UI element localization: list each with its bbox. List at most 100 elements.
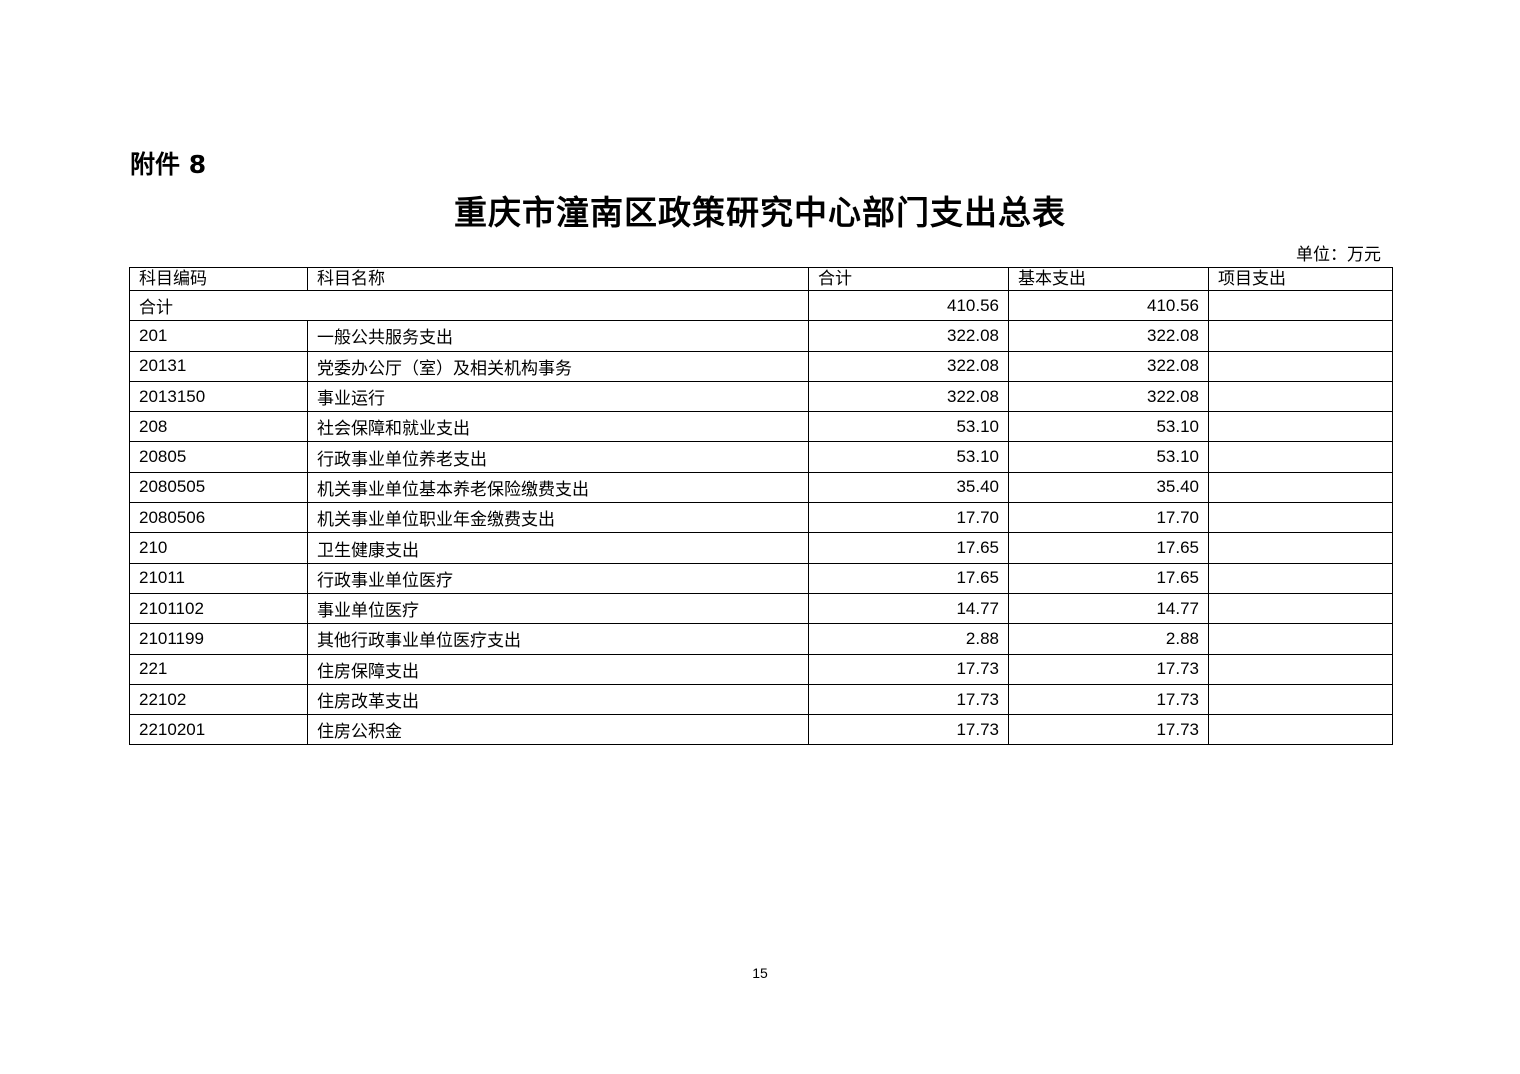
table-row: 221 住房保障支出 17.73 17.73	[129, 653, 1393, 685]
header-basic: 基本支出	[1008, 267, 1209, 291]
cell-total: 53.10	[808, 411, 1009, 443]
cell-total: 322.08	[808, 380, 1009, 413]
cell-total: 17.70	[808, 502, 1009, 534]
cell-basic: 17.73	[1008, 653, 1209, 685]
table-row: 2101199 其他行政事业单位医疗支出 2.88 2.88	[129, 623, 1393, 655]
cell-name: 社会保障和就业支出	[307, 411, 809, 443]
cell-total: 53.10	[808, 441, 1009, 473]
cell-code: 2080505	[129, 471, 308, 504]
cell-code: 201	[129, 320, 308, 352]
cell-project	[1208, 411, 1393, 443]
cell-code: 2101199	[129, 623, 308, 655]
cell-code: 2210201	[129, 714, 308, 746]
cell-basic: 17.65	[1008, 532, 1209, 564]
total-label: 合计	[129, 289, 809, 322]
cell-project	[1208, 623, 1393, 655]
total-basic: 410.56	[1008, 289, 1209, 322]
cell-code: 20805	[129, 441, 308, 473]
cell-name: 机关事业单位基本养老保险缴费支出	[307, 471, 809, 504]
table-row: 2080505 机关事业单位基本养老保险缴费支出 35.40 35.40	[129, 471, 1393, 504]
cell-basic: 17.65	[1008, 562, 1209, 594]
cell-total: 322.08	[808, 320, 1009, 352]
table-row: 22102 住房改革支出 17.73 17.73	[129, 683, 1393, 716]
header-project: 项目支出	[1208, 267, 1393, 291]
cell-code: 2101102	[129, 592, 308, 625]
header-name: 科目名称	[307, 267, 809, 291]
cell-project	[1208, 683, 1393, 716]
cell-code: 2080506	[129, 502, 308, 534]
cell-name: 行政事业单位养老支出	[307, 441, 809, 473]
header-total: 合计	[808, 267, 1009, 291]
cell-code: 21011	[129, 562, 308, 594]
cell-name: 事业运行	[307, 380, 809, 413]
table-row: 20805 行政事业单位养老支出 53.10 53.10	[129, 441, 1393, 473]
expenditure-table: 科目编码 科目名称 合计 基本支出 项目支出 合计 410.56 410.56 …	[129, 267, 1393, 746]
cell-total: 17.65	[808, 562, 1009, 594]
cell-project	[1208, 441, 1393, 473]
page-title: 重庆市潼南区政策研究中心部门支出总表	[454, 193, 1066, 232]
cell-project	[1208, 562, 1393, 594]
cell-basic: 17.70	[1008, 502, 1209, 534]
cell-basic: 35.40	[1008, 471, 1209, 504]
cell-total: 17.73	[808, 653, 1009, 685]
cell-project	[1208, 502, 1393, 534]
cell-name: 卫生健康支出	[307, 532, 809, 564]
cell-basic: 2.88	[1008, 623, 1209, 655]
cell-code: 208	[129, 411, 308, 443]
table-row: 201 一般公共服务支出 322.08 322.08	[129, 320, 1393, 352]
cell-total: 17.73	[808, 683, 1009, 716]
cell-basic: 17.73	[1008, 683, 1209, 716]
cell-basic: 53.10	[1008, 411, 1209, 443]
cell-basic: 53.10	[1008, 441, 1209, 473]
cell-basic: 322.08	[1008, 320, 1209, 352]
cell-name: 住房改革支出	[307, 683, 809, 716]
cell-project	[1208, 320, 1393, 352]
cell-name: 其他行政事业单位医疗支出	[307, 623, 809, 655]
table-row: 2101102 事业单位医疗 14.77 14.77	[129, 592, 1393, 625]
cell-total: 322.08	[808, 350, 1009, 382]
cell-basic: 322.08	[1008, 350, 1209, 382]
cell-name: 住房保障支出	[307, 653, 809, 685]
table-row: 2080506 机关事业单位职业年金缴费支出 17.70 17.70	[129, 502, 1393, 534]
cell-name: 行政事业单位医疗	[307, 562, 809, 594]
cell-total: 17.73	[808, 714, 1009, 746]
cell-basic: 17.73	[1008, 714, 1209, 746]
table-row: 2013150 事业运行 322.08 322.08	[129, 380, 1393, 413]
cell-name: 一般公共服务支出	[307, 320, 809, 352]
cell-code: 20131	[129, 350, 308, 382]
table-row: 2210201 住房公积金 17.73 17.73	[129, 714, 1393, 746]
cell-project	[1208, 471, 1393, 504]
cell-total: 14.77	[808, 592, 1009, 625]
cell-name: 党委办公厅（室）及相关机构事务	[307, 350, 809, 382]
table-row: 20131 党委办公厅（室）及相关机构事务 322.08 322.08	[129, 350, 1393, 382]
cell-project	[1208, 532, 1393, 564]
cell-code: 2013150	[129, 380, 308, 413]
cell-project	[1208, 653, 1393, 685]
table-row: 210 卫生健康支出 17.65 17.65	[129, 532, 1393, 564]
table-header-row: 科目编码 科目名称 合计 基本支出 项目支出	[129, 267, 1393, 291]
cell-name: 事业单位医疗	[307, 592, 809, 625]
cell-total: 17.65	[808, 532, 1009, 564]
cell-code: 22102	[129, 683, 308, 716]
header-code: 科目编码	[129, 267, 308, 291]
cell-project	[1208, 592, 1393, 625]
cell-total: 35.40	[808, 471, 1009, 504]
total-row: 合计 410.56 410.56	[129, 289, 1393, 322]
page-number: 15	[752, 965, 768, 981]
unit-label: 单位：万元	[1296, 245, 1381, 265]
cell-project	[1208, 714, 1393, 746]
attachment-label: 附件 8	[130, 150, 207, 179]
cell-basic: 14.77	[1008, 592, 1209, 625]
table-row: 208 社会保障和就业支出 53.10 53.10	[129, 411, 1393, 443]
total-project	[1208, 289, 1393, 322]
cell-name: 机关事业单位职业年金缴费支出	[307, 502, 809, 534]
cell-project	[1208, 380, 1393, 413]
cell-name: 住房公积金	[307, 714, 809, 746]
table-row: 21011 行政事业单位医疗 17.65 17.65	[129, 562, 1393, 594]
cell-code: 221	[129, 653, 308, 685]
cell-code: 210	[129, 532, 308, 564]
cell-basic: 322.08	[1008, 380, 1209, 413]
cell-project	[1208, 350, 1393, 382]
total-total: 410.56	[808, 289, 1009, 322]
cell-total: 2.88	[808, 623, 1009, 655]
